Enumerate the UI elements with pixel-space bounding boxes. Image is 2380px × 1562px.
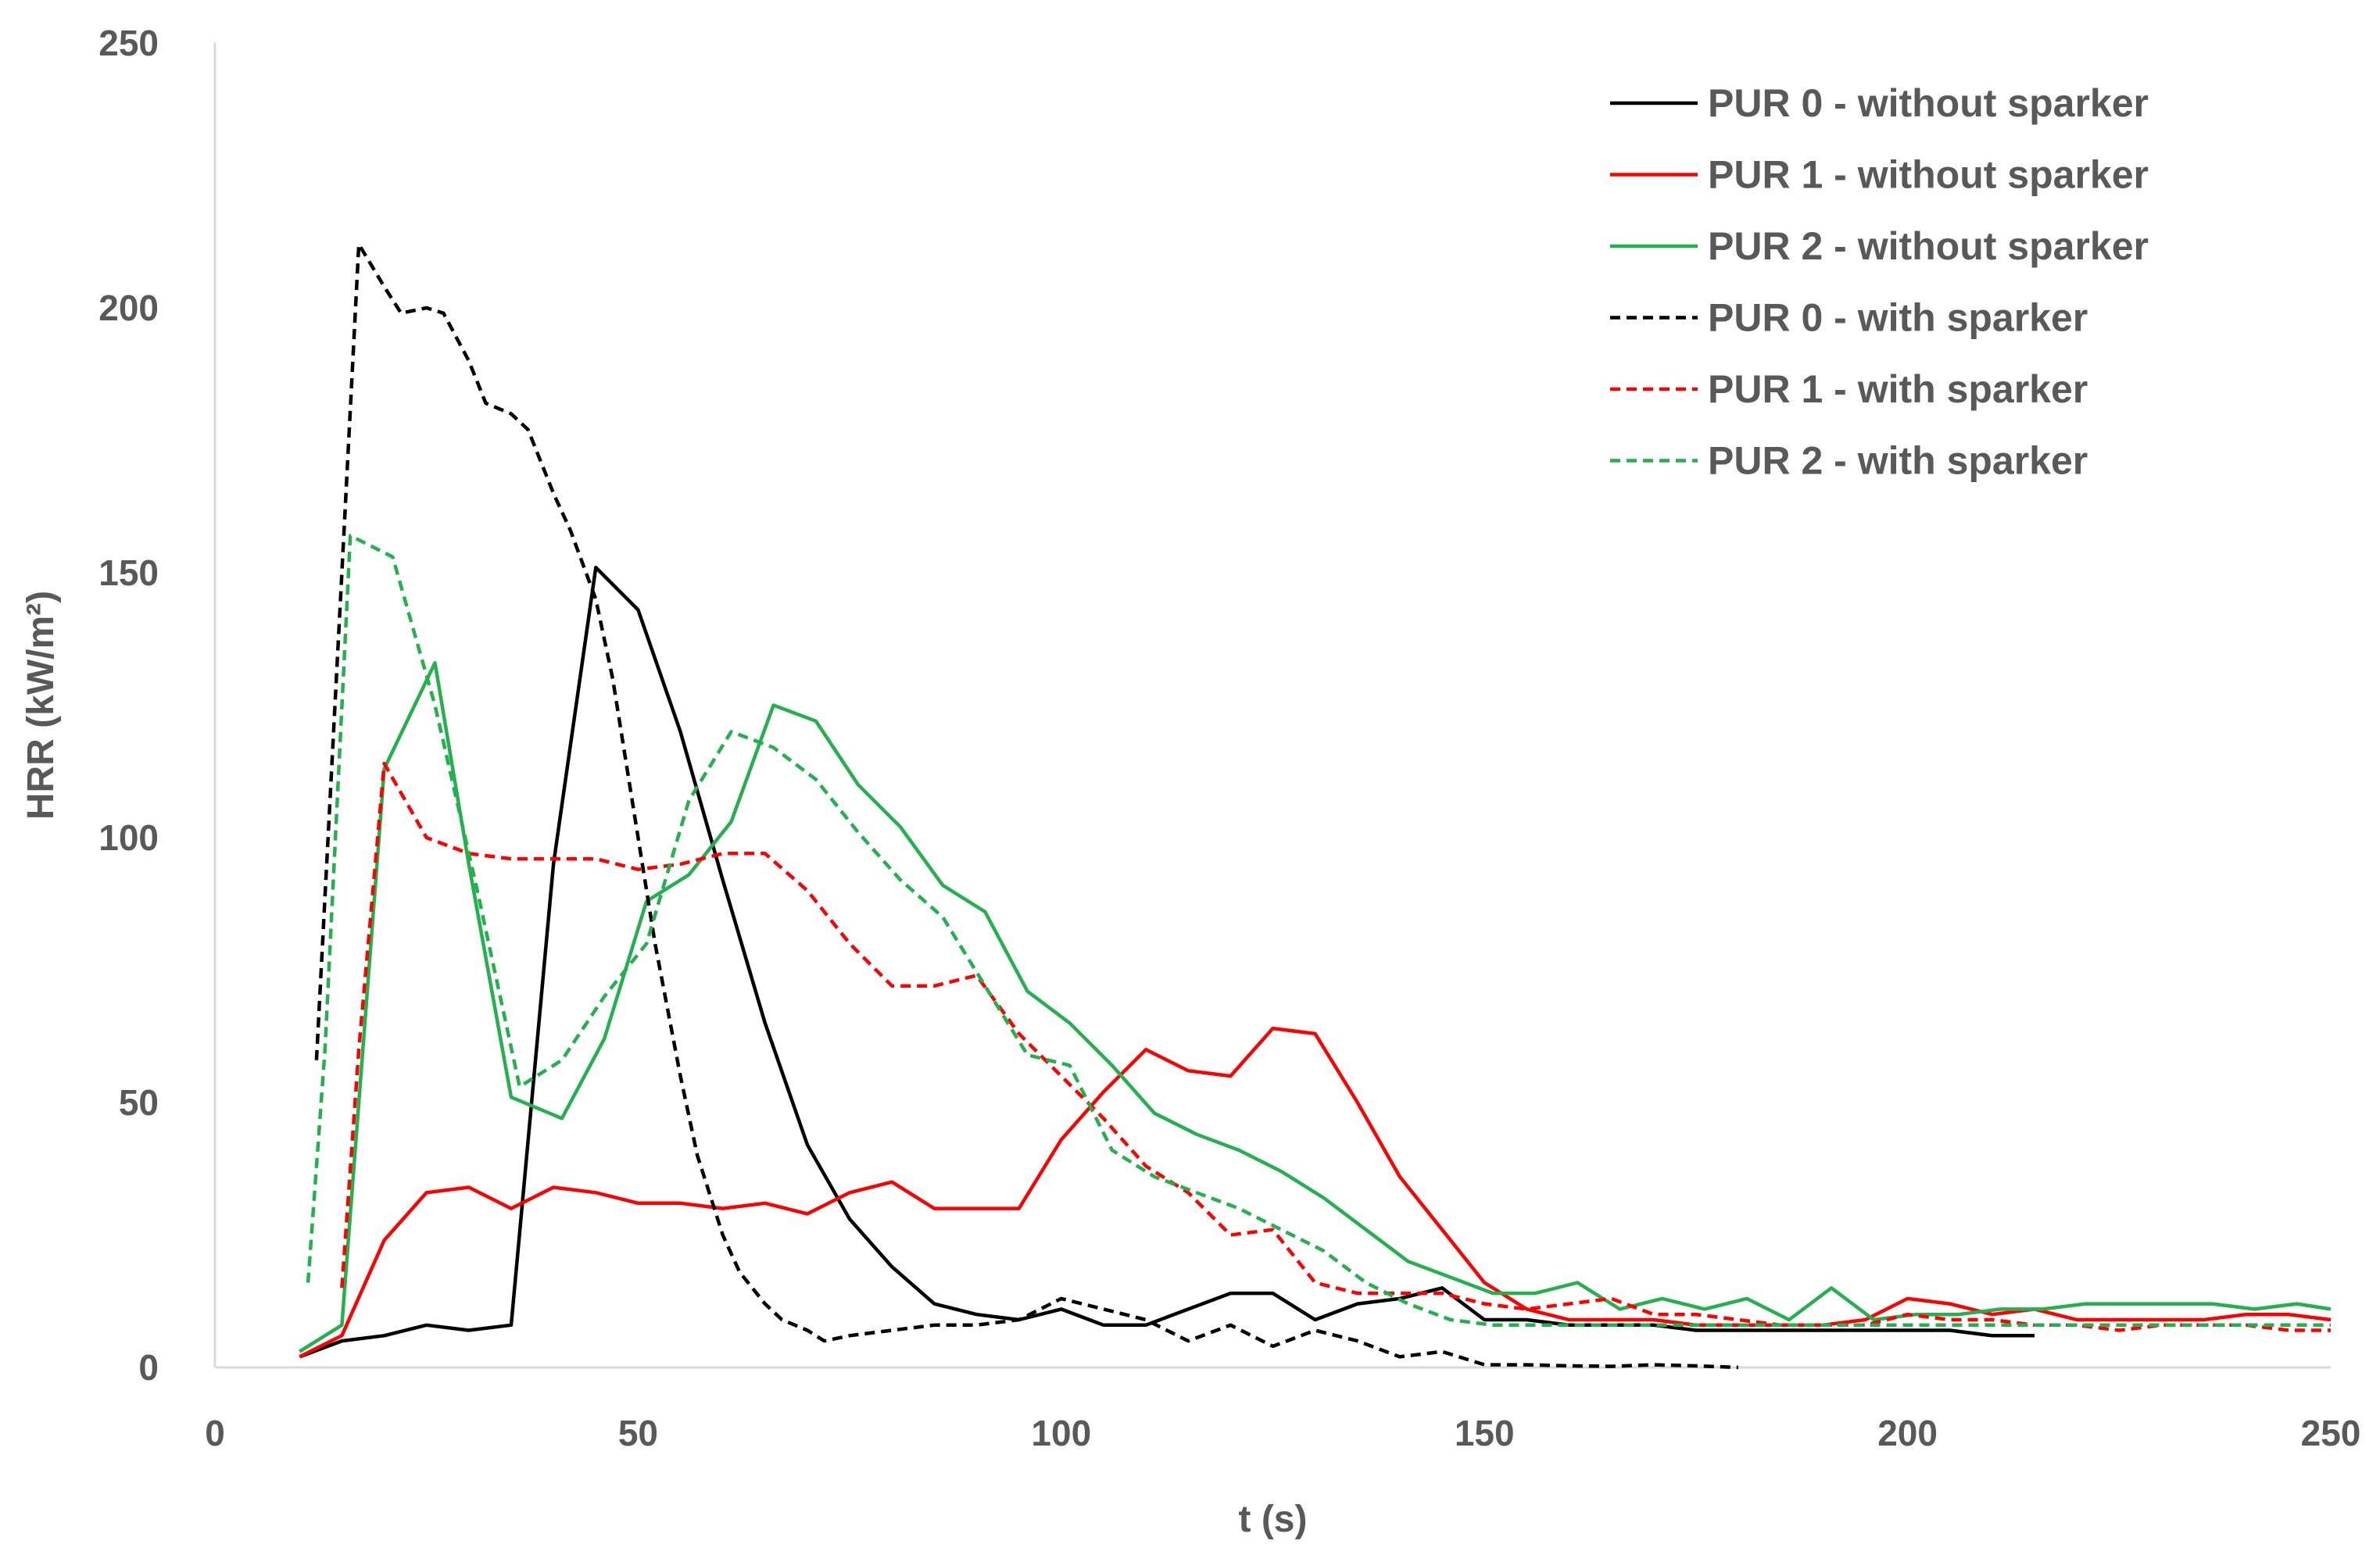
x-tick-label: 0 bbox=[205, 1413, 225, 1453]
series-line-0 bbox=[299, 565, 2035, 1359]
legend-label: PUR 1 - with sparker bbox=[1708, 367, 2088, 411]
legend-label: PUR 0 - without sparker bbox=[1708, 81, 2149, 125]
y-tick-label: 50 bbox=[119, 1082, 159, 1123]
series-line-5 bbox=[306, 534, 2331, 1328]
legend-item: PUR 2 - without sparker bbox=[1610, 224, 2149, 268]
y-tick-label: 200 bbox=[98, 288, 159, 328]
data-series bbox=[299, 242, 2332, 1370]
legend-item: PUR 0 - with sparker bbox=[1610, 296, 2088, 340]
tick-labels: 0 50 100 150 200 250 0 50 100 150 200 250 bbox=[98, 23, 2360, 1453]
series-line-3 bbox=[314, 242, 1739, 1370]
legend-label: PUR 2 - without sparker bbox=[1708, 224, 2149, 268]
y-tick-label: 100 bbox=[98, 817, 159, 858]
series-line-4 bbox=[340, 761, 2331, 1332]
legend-item: PUR 2 - with sparker bbox=[1610, 439, 2088, 483]
legend: PUR 0 - without sparker PUR 1 - without s… bbox=[1610, 81, 2149, 483]
legend-label: PUR 2 - with sparker bbox=[1708, 439, 2088, 483]
x-tick-label: 250 bbox=[2301, 1413, 2361, 1453]
axes bbox=[213, 43, 2331, 1369]
legend-label: PUR 1 - without sparker bbox=[1708, 153, 2149, 197]
legend-label: PUR 0 - with sparker bbox=[1708, 296, 2088, 340]
y-tick-label: 0 bbox=[138, 1347, 159, 1388]
x-tick-label: 50 bbox=[618, 1413, 658, 1453]
legend-item: PUR 1 - with sparker bbox=[1610, 367, 2088, 411]
x-axis-title: t (s) bbox=[1239, 1499, 1308, 1540]
legend-item: PUR 1 - without sparker bbox=[1610, 153, 2149, 197]
legend-item: PUR 0 - without sparker bbox=[1610, 81, 2149, 125]
x-tick-label: 150 bbox=[1455, 1413, 1515, 1453]
x-tick-label: 200 bbox=[1877, 1413, 1938, 1453]
x-tick-label: 100 bbox=[1031, 1413, 1091, 1453]
y-tick-label: 250 bbox=[98, 23, 159, 63]
series-line-1 bbox=[299, 1026, 2332, 1359]
y-axis-title: HRR (kW/m²) bbox=[20, 591, 62, 820]
y-tick-label: 150 bbox=[98, 552, 159, 593]
